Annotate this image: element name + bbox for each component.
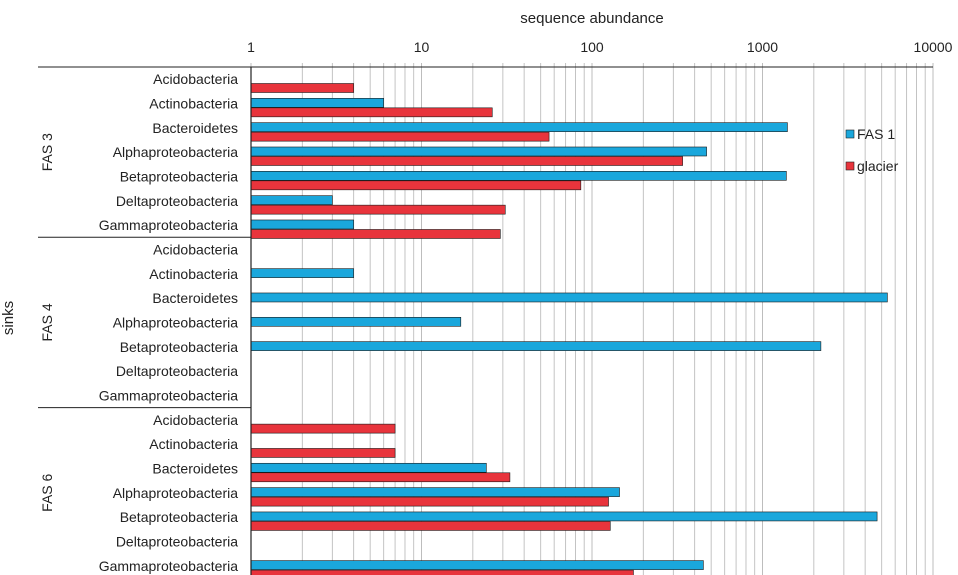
x-tick-label: 100 xyxy=(580,39,604,55)
bar-glacier xyxy=(250,569,634,575)
bar-glacier xyxy=(250,204,506,215)
category-label: Betaproteobacteria xyxy=(120,509,239,525)
bar-glacier xyxy=(250,423,396,434)
legend: FAS 1 glacier xyxy=(845,126,899,174)
bar-glacier xyxy=(250,496,609,507)
bar-glacier xyxy=(250,472,511,483)
category-label: Acidobacteria xyxy=(153,241,238,257)
bar-fas1 xyxy=(250,511,878,522)
legend-swatch-glacier xyxy=(845,161,855,171)
x-tick-label: 1 xyxy=(247,39,255,55)
category-label: Betaproteobacteria xyxy=(120,339,239,355)
category-label: Alphaproteobacteria xyxy=(113,144,239,160)
bar-fas1 xyxy=(250,316,462,327)
y-axis-title: sinks xyxy=(0,301,17,335)
group-label: FAS 3 xyxy=(39,133,55,171)
category-labels: Acidobacteria Actinobacteria Bacteroidetes… xyxy=(99,71,239,574)
bar-fas1 xyxy=(250,195,333,205)
category-label: Betaproteobacteria xyxy=(120,168,239,184)
bar-glacier xyxy=(250,229,501,239)
category-label: Actinobacteria xyxy=(149,266,238,282)
bar-fas1 xyxy=(250,462,487,473)
bar-fas1 xyxy=(250,487,620,497)
category-label: Bacteroidetes xyxy=(152,120,238,136)
category-label: Acidobacteria xyxy=(153,412,238,428)
x-axis-title: sequence abundance xyxy=(520,10,663,27)
bar-glacier xyxy=(250,131,550,142)
category-label: Gammaproteobacteria xyxy=(99,387,239,403)
category-label: Alphaproteobacteria xyxy=(113,314,239,330)
category-label: Actinobacteria xyxy=(149,95,238,111)
x-tick-label: 10 xyxy=(414,39,430,55)
legend-swatch-fas1 xyxy=(845,129,855,139)
bar-fas1 xyxy=(250,341,822,351)
bar-fas1 xyxy=(250,98,384,108)
category-label: Alphaproteobacteria xyxy=(113,485,239,501)
category-label: Acidobacteria xyxy=(153,71,238,87)
category-label: Bacteroidetes xyxy=(152,290,238,306)
group-label: FAS 4 xyxy=(39,303,55,341)
bar-glacier xyxy=(250,83,354,93)
category-label: Deltaproteobacteria xyxy=(116,193,238,209)
x-tick-label: 1000 xyxy=(747,39,778,55)
category-label: Actinobacteria xyxy=(149,436,238,452)
bar-fas1 xyxy=(250,219,354,230)
bar-fas1 xyxy=(250,268,354,278)
bar-glacier xyxy=(250,180,582,191)
bar-fas1 xyxy=(250,560,704,570)
bar-fas1 xyxy=(250,292,888,303)
group-labels: FAS 3 FAS 4 FAS 6 xyxy=(39,133,55,512)
bar-glacier xyxy=(250,448,396,458)
legend-label-fas1: FAS 1 xyxy=(857,126,895,142)
category-label: Gammaproteobacteria xyxy=(99,217,239,233)
category-label: Gammaproteobacteria xyxy=(99,558,239,574)
bar-fas1 xyxy=(250,146,707,157)
category-label: Deltaproteobacteria xyxy=(116,363,238,379)
category-label: Deltaproteobacteria xyxy=(116,533,238,549)
x-tick-label: 10000 xyxy=(914,39,953,55)
legend-label-glacier: glacier xyxy=(857,158,899,174)
bars xyxy=(250,83,888,575)
bar-fas1 xyxy=(250,171,787,181)
axes xyxy=(38,66,933,575)
bar-glacier xyxy=(250,156,683,166)
group-label: FAS 6 xyxy=(39,474,55,512)
bar-glacier xyxy=(250,107,493,118)
bar-glacier xyxy=(250,521,611,531)
x-tick-labels: 1 10 100 1000 10000 xyxy=(247,39,953,55)
bar-fas1 xyxy=(250,122,788,132)
category-label: Bacteroidetes xyxy=(152,460,238,476)
